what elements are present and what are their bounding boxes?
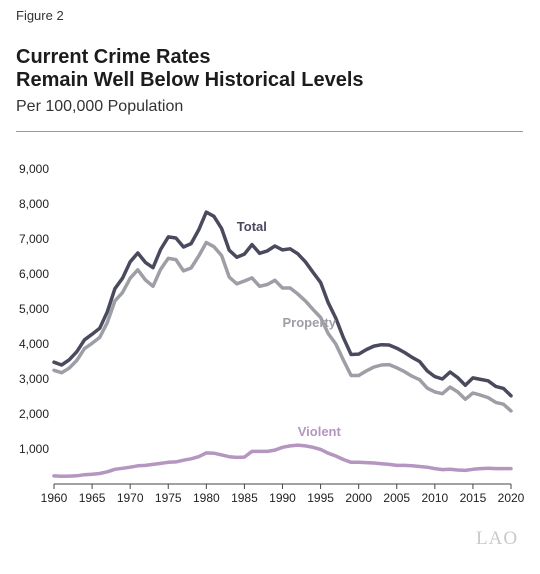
y-tick-label: 9,000	[19, 162, 49, 176]
y-tick-label: 8,000	[19, 197, 49, 211]
series-line-total	[52, 210, 513, 398]
y-tick-label: 7,000	[19, 232, 49, 246]
series-line-property	[52, 240, 513, 413]
chart-subtitle: Per 100,000 Population	[16, 98, 184, 115]
x-tick-label: 1990	[269, 491, 296, 505]
series-label-total: Total	[237, 219, 267, 234]
series-label-property: Property	[283, 315, 337, 330]
y-tick-label: 6,000	[19, 267, 49, 281]
x-tick-label: 1970	[117, 491, 144, 505]
series-label-violent: Violent	[298, 424, 342, 439]
x-tick-label: 2000	[345, 491, 372, 505]
y-tick-label: 1,000	[19, 442, 49, 456]
x-tick-label: 1980	[193, 491, 220, 505]
lao-logo: LAO	[476, 528, 519, 549]
y-tick-label: 3,000	[19, 372, 49, 386]
x-tick-label: 1975	[155, 491, 182, 505]
x-tick-label: 1995	[307, 491, 334, 505]
x-tick-label: 2005	[383, 491, 410, 505]
header-divider	[16, 131, 523, 132]
y-tick-label: 2,000	[19, 407, 49, 421]
chart-title: Current Crime Rates Remain Well Below Hi…	[16, 46, 364, 92]
y-tick-label: 4,000	[19, 337, 49, 351]
series-line-violent	[52, 443, 513, 479]
chart-title-line-2: Remain Well Below Historical Levels	[16, 69, 364, 91]
x-tick-label: 1985	[231, 491, 258, 505]
x-tick-label: 2020	[498, 491, 525, 505]
figure-label: Figure 2	[16, 8, 64, 23]
x-tick-label: 2015	[460, 491, 487, 505]
y-tick-label: 5,000	[19, 302, 49, 316]
chart-title-line-1: Current Crime Rates	[16, 46, 211, 68]
x-tick-label: 2010	[421, 491, 448, 505]
x-tick-label: 1965	[79, 491, 106, 505]
x-tick-label: 1960	[41, 491, 68, 505]
